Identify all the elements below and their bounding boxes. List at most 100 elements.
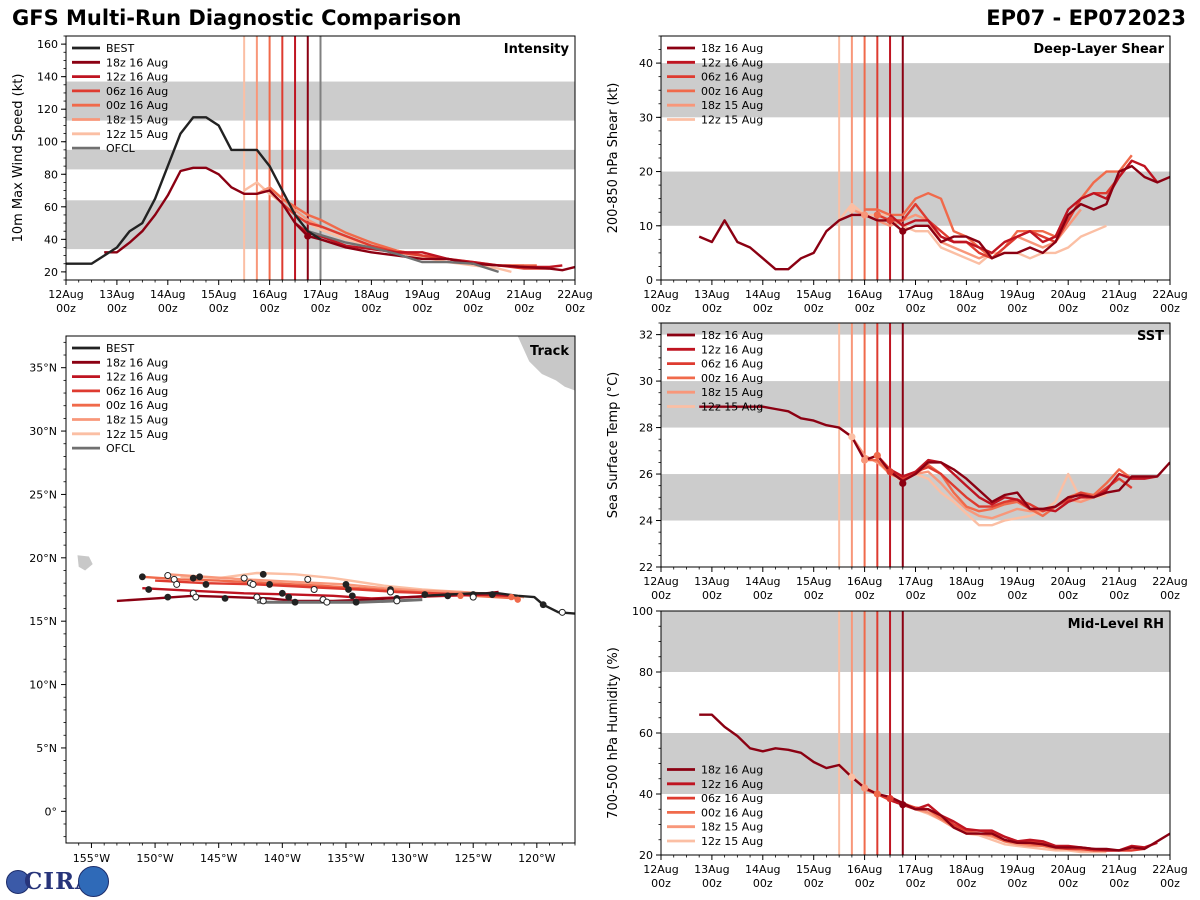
x-tick-label-hour: 00z xyxy=(855,302,875,315)
track-position-marker xyxy=(145,586,153,593)
x-tick-label-hour: 00z xyxy=(463,302,483,315)
legend-label: 00z 16 Aug xyxy=(701,806,763,819)
lat-tick-label: 25°N xyxy=(29,488,57,501)
y-tick-label: 60 xyxy=(639,727,653,740)
track-position-marker xyxy=(345,586,352,593)
x-tick-label-hour: 00z xyxy=(412,302,432,315)
x-tick-label-hour: 00z xyxy=(1007,877,1027,890)
track-line-best xyxy=(422,592,575,615)
x-tick-label-date: 21Aug xyxy=(1101,575,1136,588)
legend-label: 00z 16 Aug xyxy=(106,399,168,412)
x-tick-label-hour: 00z xyxy=(514,302,534,315)
legend-label: 18z 15 Aug xyxy=(106,114,168,127)
track-position-marker xyxy=(196,573,204,581)
panel-title: Track xyxy=(530,344,569,359)
x-tick-label-hour: 00z xyxy=(107,302,127,315)
y-tick-label: 40 xyxy=(639,788,653,801)
run-start-marker xyxy=(861,784,869,792)
lon-tick-label: 130°W xyxy=(391,852,428,865)
x-tick-label-date: 14Aug xyxy=(745,863,780,876)
x-tick-label-hour: 00z xyxy=(209,302,229,315)
x-tick-label-date: 14Aug xyxy=(745,575,780,588)
hawaii-island xyxy=(77,555,93,571)
shaded-band xyxy=(661,611,1170,672)
x-tick-label-date: 20Aug xyxy=(1050,863,1085,876)
x-tick-label-hour: 00z xyxy=(1160,589,1180,602)
track-position-marker xyxy=(202,581,210,588)
y-tick-label: 28 xyxy=(639,422,653,435)
x-tick-label-hour: 00z xyxy=(158,302,178,315)
track-position-marker xyxy=(508,593,515,601)
track-position-marker-open xyxy=(259,597,267,605)
x-tick-label-date: 19Aug xyxy=(1000,288,1035,301)
map-area xyxy=(77,336,575,616)
track-position-marker-open xyxy=(558,608,566,616)
plot-area-shear xyxy=(661,36,1170,280)
run-start-marker xyxy=(848,205,856,214)
track-position-marker xyxy=(285,593,293,601)
y-tick-label: 20 xyxy=(44,266,58,279)
y-tick-label: 120 xyxy=(37,103,58,116)
series-line-18z-16-aug xyxy=(698,164,1170,271)
track-position-marker xyxy=(138,573,146,581)
legend-label: 18z 16 Aug xyxy=(701,329,763,342)
series-line-18z-16-aug xyxy=(699,405,1170,511)
x-tick-label-hour: 00z xyxy=(702,877,722,890)
run-start-marker xyxy=(304,232,312,240)
x-tick-label-date: 18Aug xyxy=(949,863,984,876)
cira-logo: CIRA xyxy=(4,864,109,898)
series-line-ofcl xyxy=(307,230,499,274)
x-tick-label-date: 22Aug xyxy=(1152,575,1187,588)
x-tick-label-hour: 00z xyxy=(1058,589,1078,602)
x-tick-label-hour: 00z xyxy=(1058,302,1078,315)
y-tick-label: 160 xyxy=(37,38,58,51)
y-tick-label: 100 xyxy=(632,605,653,618)
run-start-marker xyxy=(873,211,881,219)
shaded-band xyxy=(661,63,1170,118)
x-tick-label-hour: 00z xyxy=(1160,877,1180,890)
legend-label: OFCL xyxy=(106,442,136,455)
run-start-marker xyxy=(848,773,856,781)
x-tick-label-date: 16Aug xyxy=(847,575,882,588)
track-position-marker-open xyxy=(323,598,331,606)
x-tick-label-hour: 00z xyxy=(260,302,280,315)
legend-label: 12z 16 Aug xyxy=(701,343,763,356)
x-tick-label-hour: 00z xyxy=(651,877,671,890)
x-tick-label-date: 12Aug xyxy=(643,863,678,876)
track-position-marker-open xyxy=(240,574,248,582)
run-start-marker xyxy=(861,211,869,219)
y-tick-label: 60 xyxy=(44,201,58,214)
x-tick-label-hour: 00z xyxy=(362,302,382,315)
series-line-12z-15-aug xyxy=(838,202,1107,265)
legend-label: 12z 16 Aug xyxy=(106,71,168,84)
legend-label: 00z 16 Aug xyxy=(701,372,763,385)
y-axis-label: 200-850 hPa Shear (kt) xyxy=(606,83,621,234)
y-tick-label: 22 xyxy=(639,561,653,574)
x-tick-label-date: 15Aug xyxy=(796,288,831,301)
legend-label: OFCL xyxy=(106,142,136,155)
legend-label: 18z 16 Aug xyxy=(701,42,763,55)
x-tick-label-hour: 00z xyxy=(56,302,76,315)
run-start-marker xyxy=(886,794,894,803)
x-tick-label-date: 12Aug xyxy=(643,288,678,301)
x-tick-label-date: 22Aug xyxy=(557,288,592,301)
x-tick-label-date: 13Aug xyxy=(99,288,134,301)
run-start-marker xyxy=(899,227,907,235)
x-tick-label-date: 15Aug xyxy=(201,288,236,301)
x-tick-label-hour: 00z xyxy=(311,302,331,315)
x-tick-label-date: 17Aug xyxy=(303,288,338,301)
x-tick-label-hour: 00z xyxy=(753,589,773,602)
track-position-marker xyxy=(352,598,360,606)
run-start-marker xyxy=(873,451,881,460)
x-tick-label-hour: 00z xyxy=(702,589,722,602)
x-tick-label-hour: 00z xyxy=(651,589,671,602)
series-line-18z-16-aug xyxy=(104,166,575,272)
track-position-marker xyxy=(189,574,197,582)
legend-label: 06z 16 Aug xyxy=(106,385,168,398)
legend-label: 18z 15 Aug xyxy=(701,99,763,112)
y-tick-label: 30 xyxy=(639,375,653,388)
lat-tick-label: 0° xyxy=(45,805,58,818)
x-tick-label-date: 13Aug xyxy=(694,863,729,876)
x-tick-label-date: 19Aug xyxy=(1000,863,1035,876)
y-axis-label: 10m Max Wind Speed (kt) xyxy=(11,74,26,243)
